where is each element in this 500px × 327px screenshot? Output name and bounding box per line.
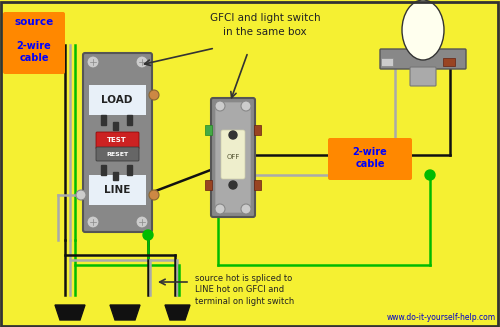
Bar bbox=[101, 165, 106, 175]
Bar bbox=[113, 172, 118, 180]
Bar bbox=[254, 180, 261, 190]
Circle shape bbox=[136, 56, 148, 68]
Polygon shape bbox=[110, 305, 140, 320]
Circle shape bbox=[149, 90, 159, 100]
Bar bbox=[101, 115, 106, 125]
Text: LOAD: LOAD bbox=[102, 95, 132, 105]
Bar bbox=[113, 122, 118, 130]
Circle shape bbox=[241, 101, 251, 111]
Circle shape bbox=[87, 216, 99, 228]
FancyBboxPatch shape bbox=[221, 130, 245, 179]
Ellipse shape bbox=[402, 0, 444, 60]
Bar bbox=[205, 125, 212, 135]
FancyBboxPatch shape bbox=[96, 147, 139, 161]
Circle shape bbox=[425, 170, 435, 180]
Text: RESET: RESET bbox=[106, 151, 128, 157]
FancyBboxPatch shape bbox=[215, 102, 251, 213]
Bar bbox=[254, 125, 261, 135]
Circle shape bbox=[87, 56, 99, 68]
Circle shape bbox=[215, 204, 225, 214]
Circle shape bbox=[229, 131, 237, 139]
Circle shape bbox=[229, 181, 237, 189]
Text: TEST: TEST bbox=[107, 137, 127, 143]
Bar bbox=[381, 58, 393, 66]
Circle shape bbox=[143, 230, 153, 240]
Circle shape bbox=[136, 216, 148, 228]
Text: 2-wire
cable: 2-wire cable bbox=[16, 41, 51, 63]
Circle shape bbox=[149, 190, 159, 200]
FancyBboxPatch shape bbox=[328, 138, 412, 180]
Text: source hot is spliced to
LINE hot on GFCI and
terminal on light switch: source hot is spliced to LINE hot on GFC… bbox=[195, 274, 294, 306]
FancyBboxPatch shape bbox=[410, 67, 436, 86]
FancyBboxPatch shape bbox=[83, 53, 152, 232]
Circle shape bbox=[215, 101, 225, 111]
FancyBboxPatch shape bbox=[380, 49, 466, 69]
Text: source: source bbox=[14, 17, 54, 27]
Circle shape bbox=[241, 204, 251, 214]
FancyBboxPatch shape bbox=[96, 132, 139, 149]
Bar bbox=[127, 165, 132, 175]
Text: OFF: OFF bbox=[226, 154, 239, 160]
Text: 2-wire
cable: 2-wire cable bbox=[352, 147, 388, 169]
Circle shape bbox=[76, 190, 86, 200]
Polygon shape bbox=[55, 305, 85, 320]
Polygon shape bbox=[165, 305, 190, 320]
Bar bbox=[205, 180, 212, 190]
Text: www.do-it-yourself-help.com: www.do-it-yourself-help.com bbox=[387, 314, 496, 322]
FancyBboxPatch shape bbox=[211, 98, 255, 217]
Bar bbox=[89, 175, 146, 205]
FancyBboxPatch shape bbox=[3, 12, 65, 74]
Bar bbox=[443, 58, 455, 66]
Bar bbox=[127, 115, 132, 125]
Text: GFCI and light switch
in the same box: GFCI and light switch in the same box bbox=[210, 13, 320, 37]
Text: LINE: LINE bbox=[104, 185, 130, 195]
Bar bbox=[89, 85, 146, 115]
